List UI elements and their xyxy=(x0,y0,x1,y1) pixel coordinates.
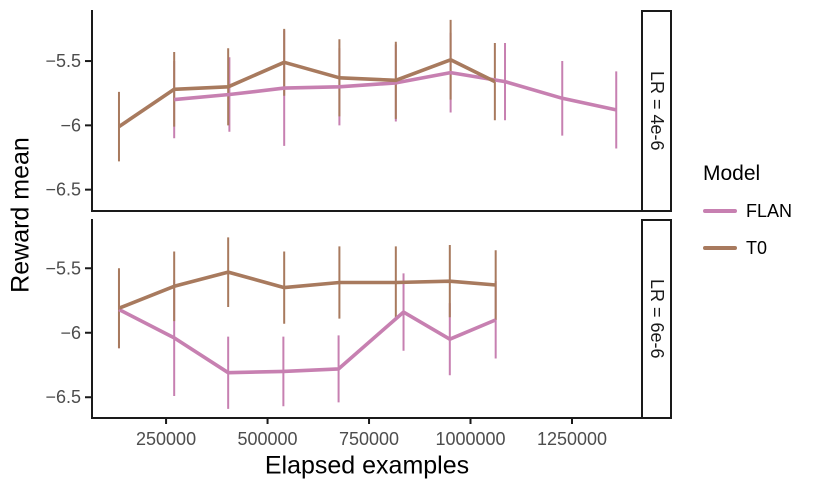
x-axis-title: Elapsed examples xyxy=(264,451,470,480)
y-tick-label: −5.5 xyxy=(45,258,81,278)
line-flan xyxy=(174,70,617,112)
x-tick-label: 250000 xyxy=(136,429,196,449)
y-tick-label: −5.5 xyxy=(45,51,81,71)
facet-strip-lr-6e-6: LR = 6e-6 xyxy=(641,219,672,419)
facet-strip-label: LR = 4e-6 xyxy=(647,71,667,151)
legend-item-flan: FLAN xyxy=(703,200,792,222)
y-tick-label: −6.5 xyxy=(45,387,81,407)
flan-line-swatch xyxy=(703,209,737,213)
t0-line-swatch xyxy=(703,246,737,250)
y-tick-label: −6.5 xyxy=(45,180,81,200)
legend-item-label: FLAN xyxy=(746,200,793,221)
x-tick-label: 1000000 xyxy=(435,429,505,449)
line-t0 xyxy=(117,57,496,129)
legend: Model FLAN T0 xyxy=(703,162,792,274)
x-tick-label: 1250000 xyxy=(537,429,607,449)
y-axis-title: Reward mean xyxy=(6,137,35,293)
x-tick-label: 750000 xyxy=(339,429,399,449)
y-tick-label: −6 xyxy=(60,323,81,343)
legend-item-t0: T0 xyxy=(703,237,792,259)
x-tick-label: 500000 xyxy=(238,429,298,449)
y-tick-label: −6 xyxy=(60,115,81,135)
facet-strip-lr-4e-6: LR = 4e-6 xyxy=(641,10,672,212)
line-t0 xyxy=(118,270,496,310)
facet-strip-label: LR = 6e-6 xyxy=(647,279,667,359)
legend-item-label: T0 xyxy=(746,237,768,258)
line-flan xyxy=(118,307,497,375)
legend-title: Model xyxy=(703,162,761,185)
